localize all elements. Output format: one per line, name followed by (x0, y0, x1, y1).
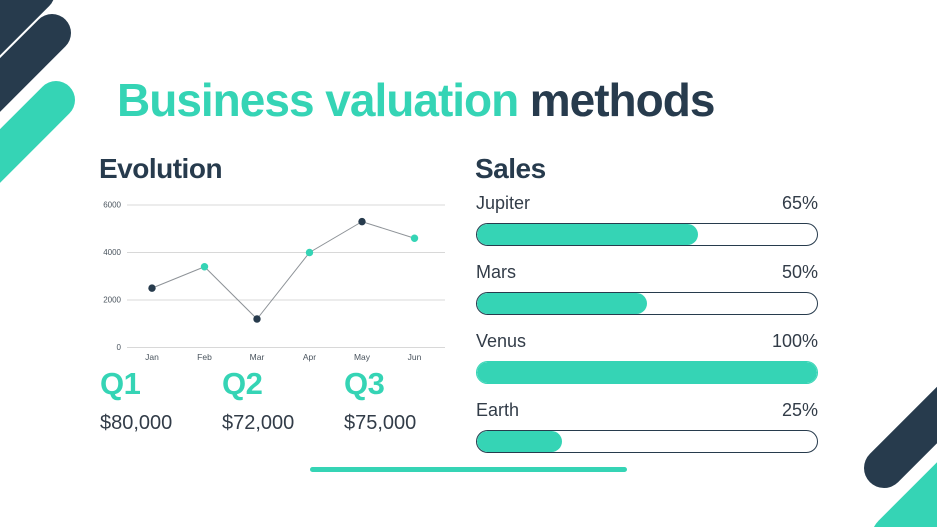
bottom-right-navy-stripe-icon (864, 386, 937, 488)
x-axis-tick-label: Apr (303, 352, 316, 362)
x-axis-tick-label: Jun (408, 352, 422, 362)
sales-bar-head: Jupiter 65% (476, 193, 818, 214)
x-axis-tick-label: Jan (145, 352, 159, 362)
sales-bar-row: Mars 50% (476, 262, 818, 315)
sales-bar-track (476, 430, 818, 453)
quarter-stat: Q1 $80,000 (100, 366, 222, 435)
quarter-value: $72,000 (222, 412, 295, 434)
quarter-stats: Q1 $80,000 Q2 $72,000 Q3 $75,000 (100, 366, 466, 435)
bottom-accent-line (310, 467, 627, 472)
bottom-right-teal-stripe-icon (874, 462, 937, 527)
x-axis-tick-label: May (354, 352, 371, 362)
page-title-rest: methods (529, 73, 716, 126)
sales-bar-row: Venus 100% (476, 331, 818, 384)
data-point (200, 263, 209, 271)
y-axis-tick-label: 6000 (103, 201, 121, 210)
sales-bar-fill (477, 293, 647, 314)
data-point (410, 234, 419, 242)
sales-bar-track (476, 361, 818, 384)
data-point (305, 248, 314, 257)
quarter-label: Q2 (222, 366, 263, 401)
evolution-heading: Evolution (99, 153, 223, 185)
y-axis-tick-label: 2000 (103, 296, 121, 305)
page-title-accent: Business valuation (117, 73, 519, 126)
sales-bar-percent: 100% (771, 331, 818, 351)
top-left-teal-stripe-icon (0, 81, 75, 183)
sales-bar-label: Earth (476, 400, 520, 420)
data-point (148, 284, 156, 292)
sales-bar-fill (477, 431, 562, 452)
sales-bars: Jupiter 65% Mars 50% Venus 100% Earth 25… (476, 193, 818, 469)
sales-bar-head: Venus 100% (476, 331, 818, 352)
page-title: Business valuation methods (117, 75, 937, 126)
sales-bar-fill (477, 224, 698, 245)
sales-bar-head: Earth 25% (476, 400, 818, 421)
quarter-value: $80,000 (100, 412, 173, 434)
data-line (151, 221, 415, 320)
sales-bar-row: Earth 25% (476, 400, 818, 453)
sales-bar-percent: 65% (781, 193, 818, 213)
sales-bar-label: Jupiter (476, 193, 531, 213)
x-axis-tick-label: Feb (197, 352, 212, 362)
sales-bar-percent: 50% (781, 262, 818, 282)
quarter-label: Q1 (100, 366, 141, 401)
data-point (253, 315, 261, 323)
quarter-stat: Q3 $75,000 (344, 366, 466, 435)
sales-heading: Sales (475, 153, 546, 185)
sales-bar-label: Mars (476, 262, 516, 282)
sales-bar-track (476, 292, 818, 315)
sales-bar-percent: 25% (781, 400, 818, 420)
x-axis-tick-label: Mar (250, 352, 265, 362)
top-left-navy-stripe-icon (0, 0, 54, 56)
quarter-label: Q3 (344, 366, 385, 401)
quarter-value: $75,000 (344, 412, 417, 434)
quarter-stat: Q2 $72,000 (222, 366, 344, 435)
top-left-navy-stripe-icon (0, 14, 71, 112)
sales-bar-label: Venus (476, 331, 527, 351)
y-axis-tick-label: 4000 (103, 248, 121, 257)
evolution-line-chart: 0 2000 4000 6000 Jan Feb Mar Apr May Jun (103, 201, 445, 362)
sales-bar-track (476, 223, 818, 246)
y-axis-tick-label: 0 (117, 343, 122, 352)
data-point (358, 217, 366, 226)
sales-bar-fill (477, 362, 817, 383)
sales-bar-head: Mars 50% (476, 262, 818, 283)
sales-bar-row: Jupiter 65% (476, 193, 818, 246)
